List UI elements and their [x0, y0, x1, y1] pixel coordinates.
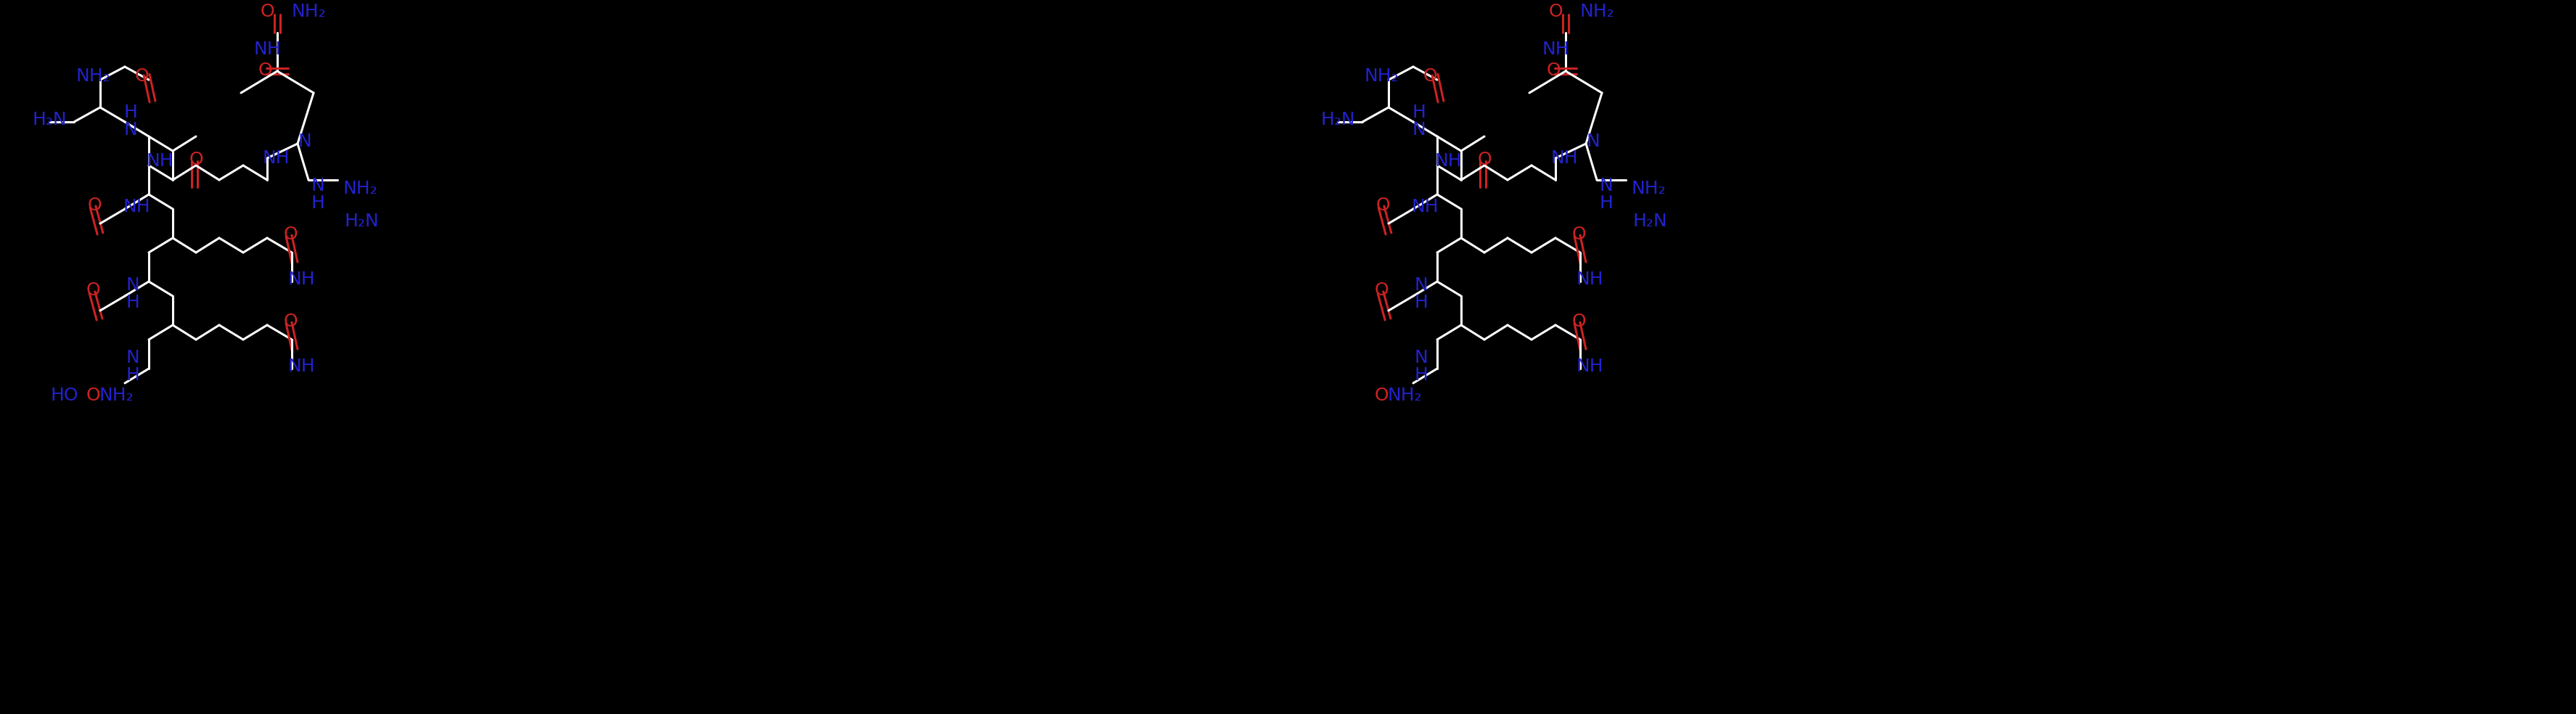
Text: O: O: [88, 196, 100, 214]
Text: H₂N: H₂N: [1321, 111, 1355, 129]
Text: O: O: [260, 3, 273, 20]
Text: O: O: [1548, 3, 1564, 20]
Text: NH₂: NH₂: [291, 3, 327, 20]
Text: O: O: [1422, 68, 1437, 85]
Text: O: O: [188, 151, 204, 169]
Text: O: O: [1376, 196, 1391, 214]
Text: NH: NH: [1412, 198, 1437, 216]
Text: HO: HO: [52, 387, 77, 404]
Text: O: O: [85, 387, 100, 404]
Text: NH₂: NH₂: [343, 180, 379, 197]
Text: O: O: [258, 61, 273, 79]
Text: NH: NH: [124, 198, 149, 216]
Text: N: N: [299, 133, 312, 150]
Text: NH: NH: [1551, 149, 1579, 167]
Text: N
H: N H: [126, 276, 139, 311]
Text: NH: NH: [289, 358, 314, 375]
Text: O: O: [134, 68, 149, 85]
Text: NH: NH: [1577, 271, 1602, 288]
Text: NH₂: NH₂: [1579, 3, 1615, 20]
Text: NH₂: NH₂: [1631, 180, 1667, 197]
Text: NH: NH: [1543, 41, 1569, 58]
Text: H
N: H N: [1412, 104, 1427, 139]
Text: O: O: [283, 313, 296, 330]
Text: N: N: [1587, 133, 1600, 150]
Text: NH: NH: [1577, 358, 1602, 375]
Text: N
H: N H: [1414, 276, 1427, 311]
Text: NH₂: NH₂: [75, 68, 111, 85]
Text: O: O: [1546, 61, 1561, 79]
Text: NH₂: NH₂: [98, 387, 134, 404]
Text: NH: NH: [263, 149, 289, 167]
Text: O: O: [1373, 387, 1388, 404]
Text: NH₂: NH₂: [1363, 68, 1399, 85]
Text: O: O: [85, 281, 100, 299]
Text: NH: NH: [147, 152, 173, 170]
Text: O: O: [1571, 226, 1587, 243]
Text: NH: NH: [289, 271, 314, 288]
Text: N
H: N H: [1600, 177, 1613, 212]
Text: N
H: N H: [312, 177, 325, 212]
Text: H₂N: H₂N: [33, 111, 67, 129]
Text: NH₂: NH₂: [1388, 387, 1422, 404]
Text: H₂N: H₂N: [345, 213, 379, 230]
Text: NH: NH: [1435, 152, 1461, 170]
Text: O: O: [1476, 151, 1492, 169]
Text: H
N: H N: [124, 104, 137, 139]
Text: NH: NH: [252, 41, 281, 58]
Text: N
H: N H: [126, 349, 139, 384]
Text: O: O: [1373, 281, 1388, 299]
Text: N
H: N H: [1414, 349, 1427, 384]
Text: O: O: [283, 226, 296, 243]
Text: O: O: [1571, 313, 1587, 330]
Text: H₂N: H₂N: [1633, 213, 1667, 230]
